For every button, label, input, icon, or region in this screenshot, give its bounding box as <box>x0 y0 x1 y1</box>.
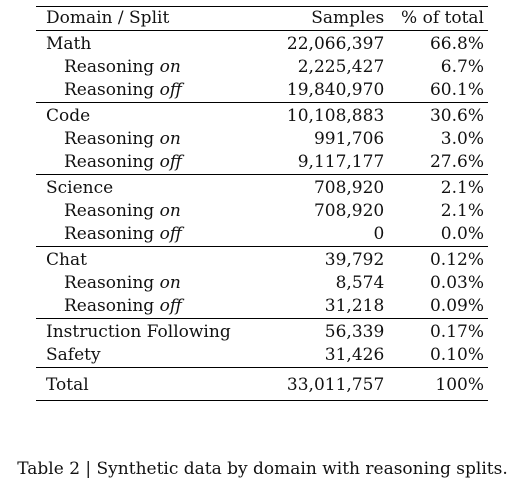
group-row-code: Code 10,108,883 30.6% <box>36 102 488 128</box>
split-row: Reasoning off 19,840,970 60.1% <box>36 79 488 103</box>
split-row: Reasoning on 8,574 0.03% <box>36 272 488 295</box>
group-name: Math <box>46 34 92 54</box>
total-row: Total 33,011,757 100% <box>36 367 488 401</box>
split-pct: 27.6% <box>429 152 484 172</box>
data-table: Domain / Split Samples % of total Math 2… <box>36 6 488 401</box>
single-name: Safety <box>46 345 101 365</box>
group-pct: 30.6% <box>384 102 488 128</box>
group-samples: 22,066,397 <box>286 34 385 54</box>
split-row: Reasoning on 708,920 2.1% <box>36 200 488 223</box>
group-name: Chat <box>36 246 269 272</box>
split-pct: 3.0% <box>440 129 484 149</box>
split-row: Reasoning off 9,117,177 27.6% <box>36 151 488 175</box>
group-row-math: Math 22,066,397 66.8% <box>36 31 488 57</box>
single-name: Instruction Following <box>36 318 269 344</box>
split-pct: 0.0% <box>440 224 484 244</box>
header-domain: Domain / Split <box>36 6 269 31</box>
group-pct: 2.1% <box>384 174 488 200</box>
split-pct: 0.03% <box>429 273 484 293</box>
split-row: Reasoning on 991,706 3.0% <box>36 128 488 151</box>
group-name: Code <box>36 102 269 128</box>
split-samples: 708,920 <box>313 201 385 221</box>
total-samples: 33,011,757 <box>268 367 385 401</box>
single-pct: 0.10% <box>429 345 484 365</box>
header-samples: Samples <box>268 6 385 31</box>
split-samples: 8,574 <box>335 273 385 293</box>
group-samples: 39,792 <box>268 246 385 272</box>
group-samples: 708,920 <box>268 174 385 200</box>
split-samples: 9,117,177 <box>297 152 385 172</box>
single-row-safety: Safety 31,426 0.10% <box>36 344 488 368</box>
group-row-science: Science 708,920 2.1% <box>36 174 488 200</box>
split-pct: 6.7% <box>440 57 484 77</box>
split-label: Reasoning off <box>64 296 182 316</box>
split-samples: 0 <box>373 224 385 244</box>
header-row: Domain / Split Samples % of total <box>36 6 488 31</box>
group-name: Science <box>36 174 269 200</box>
table-caption: Table 2 | Synthetic data by domain with … <box>17 459 508 479</box>
split-samples: 19,840,970 <box>286 80 385 100</box>
group-row-chat: Chat 39,792 0.12% <box>36 246 488 272</box>
split-pct: 0.09% <box>429 296 484 316</box>
split-row: Reasoning off 0 0.0% <box>36 223 488 247</box>
split-row: Reasoning off 31,218 0.09% <box>36 295 488 319</box>
single-samples: 31,426 <box>324 345 385 365</box>
group-samples: 10,108,883 <box>268 102 385 128</box>
single-pct: 0.17% <box>384 318 488 344</box>
single-row-instruction-following: Instruction Following 56,339 0.17% <box>36 318 488 344</box>
total-pct: 100% <box>384 367 488 401</box>
group-pct: 66.8% <box>429 34 484 54</box>
split-pct: 2.1% <box>440 201 484 221</box>
split-label: Reasoning off <box>64 224 182 244</box>
split-samples: 31,218 <box>324 296 385 316</box>
header-pct: % of total <box>384 6 488 31</box>
split-label: Reasoning off <box>64 152 182 172</box>
split-label: Reasoning on <box>64 129 181 149</box>
split-label: Reasoning off <box>64 80 182 100</box>
total-name: Total <box>36 367 269 401</box>
split-row: Reasoning on 2,225,427 6.7% <box>36 56 488 79</box>
split-label: Reasoning on <box>64 57 181 77</box>
group-pct: 0.12% <box>384 246 488 272</box>
split-samples: 2,225,427 <box>297 57 385 77</box>
split-label: Reasoning on <box>64 201 181 221</box>
split-label: Reasoning on <box>64 273 181 293</box>
split-samples: 991,706 <box>313 129 385 149</box>
split-pct: 60.1% <box>429 80 484 100</box>
single-samples: 56,339 <box>268 318 385 344</box>
